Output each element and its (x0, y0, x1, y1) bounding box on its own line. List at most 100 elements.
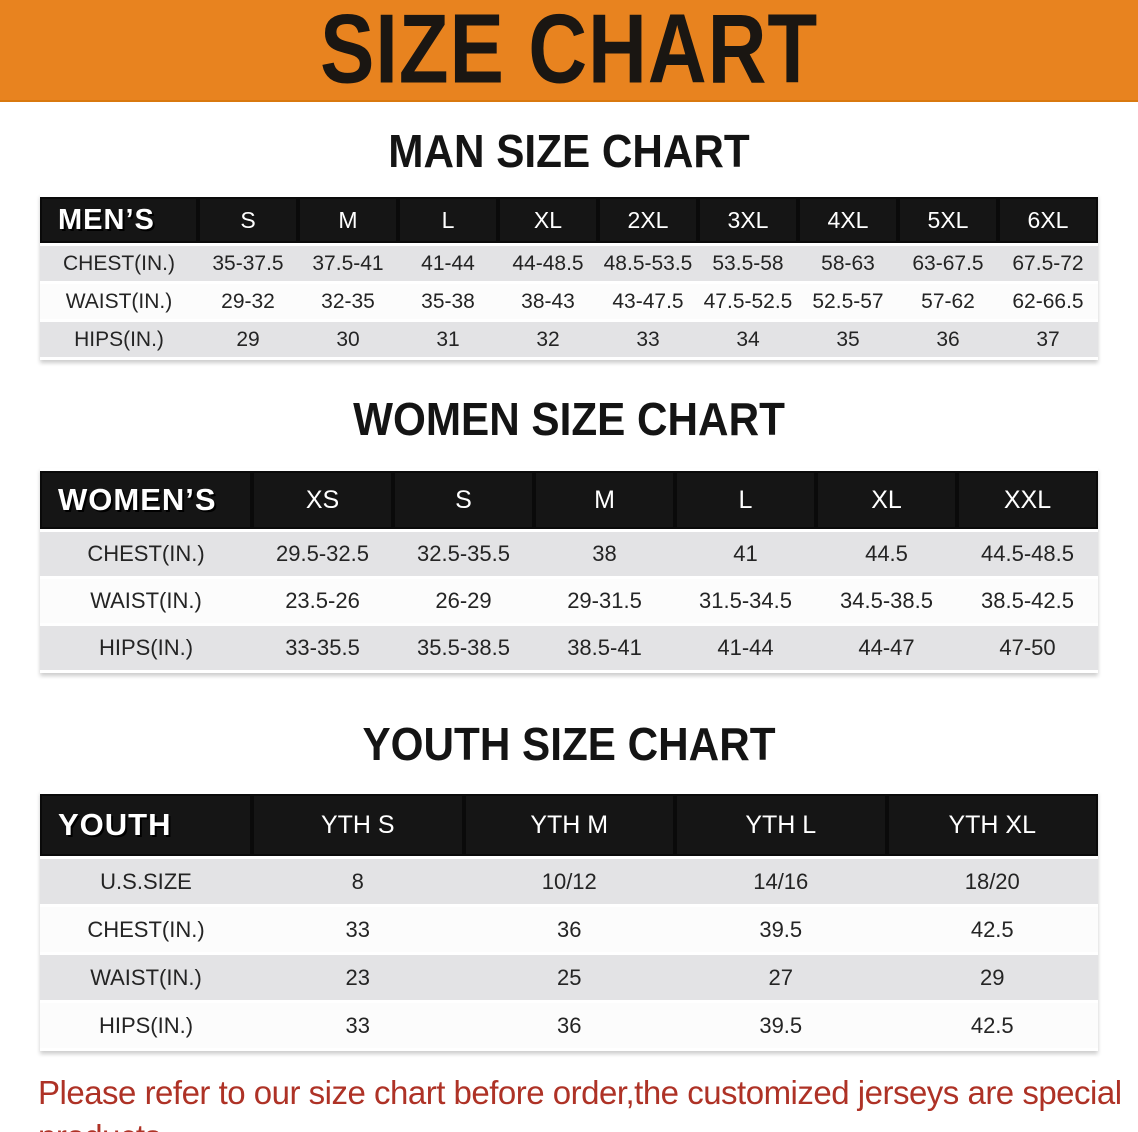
measurement-cell: 39.5 (675, 1003, 887, 1048)
measurement-cell: 26-29 (393, 579, 534, 623)
size-table-womens: WOMEN’S XS S M L XL XXL CHEST(IN.) 29.5-32.5 32.5… (40, 468, 1098, 673)
size-column-header: YTH M (463, 794, 675, 856)
size-column-header: XL (498, 197, 598, 243)
size-column-header: YTH XL (886, 794, 1098, 856)
measurement-cell: 34 (698, 322, 798, 357)
measurement-cell: 35-38 (398, 284, 498, 319)
measurement-cell: 67.5-72 (998, 246, 1098, 281)
page-title: SIZE CHART (319, 0, 819, 105)
size-column-header: XL (816, 471, 957, 529)
measurement-cell: 57-62 (898, 284, 998, 319)
measurement-cell: 8 (252, 859, 464, 904)
size-column-header: 3XL (698, 197, 798, 243)
measurement-cell: 52.5-57 (798, 284, 898, 319)
measurement-cell: 38.5-42.5 (957, 579, 1098, 623)
table-row: HIPS(IN.) 33-35.5 35.5-38.5 38.5-41 41-44 44-… (40, 626, 1098, 670)
table-row: CHEST(IN.) 33 36 39.5 42.5 (40, 907, 1098, 952)
measurement-cell: 14/16 (675, 859, 887, 904)
size-column-header: S (198, 197, 298, 243)
measurement-cell: 31 (398, 322, 498, 357)
measurement-cell: 30 (298, 322, 398, 357)
size-column-header: 6XL (998, 197, 1098, 243)
measurement-cell: 18/20 (886, 859, 1098, 904)
size-section-mens: MAN SIZE CHART MEN’S S M L XL 2XL 3XL 4XL 5XL 6XL C… (0, 126, 1138, 360)
table-corner-label: YOUTH (40, 794, 252, 856)
disclaimer-note: Please refer to our size chart before or… (38, 1071, 1138, 1132)
size-column-header: 2XL (598, 197, 698, 243)
measurement-cell: 32 (498, 322, 598, 357)
size-column-header: YTH S (252, 794, 464, 856)
measurement-cell: 44-48.5 (498, 246, 598, 281)
row-label: WAIST(IN.) (40, 955, 252, 1000)
size-table-youth: YOUTH YTH S YTH M YTH L YTH XL U.S.SIZE 8 10/12… (40, 791, 1098, 1051)
measurement-cell: 33-35.5 (252, 626, 393, 670)
size-column-header: YTH L (675, 794, 887, 856)
measurement-cell: 63-67.5 (898, 246, 998, 281)
table-header-row: WOMEN’S XS S M L XL XXL (40, 471, 1098, 529)
measurement-cell: 35-37.5 (198, 246, 298, 281)
size-column-header: XS (252, 471, 393, 529)
measurement-cell: 27 (675, 955, 887, 1000)
size-column-header: M (298, 197, 398, 243)
row-label: HIPS(IN.) (40, 1003, 252, 1048)
measurement-cell: 36 (463, 907, 675, 952)
measurement-cell: 35.5-38.5 (393, 626, 534, 670)
measurement-cell: 44.5 (816, 532, 957, 576)
measurement-cell: 10/12 (463, 859, 675, 904)
measurement-cell: 44-47 (816, 626, 957, 670)
measurement-cell: 37 (998, 322, 1098, 357)
row-label: HIPS(IN.) (40, 322, 198, 357)
row-label: CHEST(IN.) (40, 532, 252, 576)
row-label: CHEST(IN.) (40, 246, 198, 281)
table-row: WAIST(IN.) 23.5-26 26-29 29-31.5 31.5-34.5 34… (40, 579, 1098, 623)
measurement-cell: 38 (534, 532, 675, 576)
measurement-cell: 25 (463, 955, 675, 1000)
measurement-cell: 29-31.5 (534, 579, 675, 623)
measurement-cell: 47-50 (957, 626, 1098, 670)
measurement-cell: 44.5-48.5 (957, 532, 1098, 576)
row-label: WAIST(IN.) (40, 579, 252, 623)
size-column-header: S (393, 471, 534, 529)
measurement-cell: 48.5-53.5 (598, 246, 698, 281)
measurement-cell: 37.5-41 (298, 246, 398, 281)
size-column-header: L (398, 197, 498, 243)
measurement-cell: 58-63 (798, 246, 898, 281)
measurement-cell: 32.5-35.5 (393, 532, 534, 576)
measurement-cell: 62-66.5 (998, 284, 1098, 319)
measurement-cell: 33 (252, 907, 464, 952)
measurement-cell: 33 (598, 322, 698, 357)
size-section-womens: WOMEN SIZE CHART WOMEN’S XS S M L XL XXL CHEST(I… (0, 394, 1138, 673)
measurement-cell: 29 (198, 322, 298, 357)
table-header-row: MEN’S S M L XL 2XL 3XL 4XL 5XL 6XL (40, 197, 1098, 243)
measurement-cell: 36 (463, 1003, 675, 1048)
table-corner-label: MEN’S (40, 197, 198, 243)
section-heading-youth: YOUTH SIZE CHART (362, 718, 776, 771)
measurement-cell: 23 (252, 955, 464, 1000)
table-row: HIPS(IN.) 29 30 31 32 33 34 35 36 37 (40, 322, 1098, 357)
size-table-mens: MEN’S S M L XL 2XL 3XL 4XL 5XL 6XL CHEST(IN.) 35-37… (40, 194, 1098, 360)
measurement-cell: 42.5 (886, 1003, 1098, 1048)
table-row: HIPS(IN.) 33 36 39.5 42.5 (40, 1003, 1098, 1048)
table-row: WAIST(IN.) 23 25 27 29 (40, 955, 1098, 1000)
table-row: CHEST(IN.) 29.5-32.5 32.5-35.5 38 41 44.5 44.5… (40, 532, 1098, 576)
measurement-cell: 32-35 (298, 284, 398, 319)
size-column-header: XXL (957, 471, 1098, 529)
table-row: CHEST(IN.) 35-37.5 37.5-41 41-44 44-48.5 48.5… (40, 246, 1098, 281)
measurement-cell: 39.5 (675, 907, 887, 952)
measurement-cell: 35 (798, 322, 898, 357)
measurement-cell: 43-47.5 (598, 284, 698, 319)
size-chart-banner: SIZE CHART (0, 0, 1138, 102)
table-header-row: YOUTH YTH S YTH M YTH L YTH XL (40, 794, 1098, 856)
size-column-header: 4XL (798, 197, 898, 243)
size-section-youth: YOUTH SIZE CHART YOUTH YTH S YTH M YTH L YTH … (0, 719, 1138, 1051)
measurement-cell: 38.5-41 (534, 626, 675, 670)
measurement-cell: 41-44 (398, 246, 498, 281)
measurement-cell: 29.5-32.5 (252, 532, 393, 576)
section-heading-mens: MAN SIZE CHART (388, 125, 750, 178)
table-row: U.S.SIZE 8 10/12 14/16 18/20 (40, 859, 1098, 904)
measurement-cell: 36 (898, 322, 998, 357)
size-column-header: M (534, 471, 675, 529)
row-label: U.S.SIZE (40, 859, 252, 904)
measurement-cell: 33 (252, 1003, 464, 1048)
